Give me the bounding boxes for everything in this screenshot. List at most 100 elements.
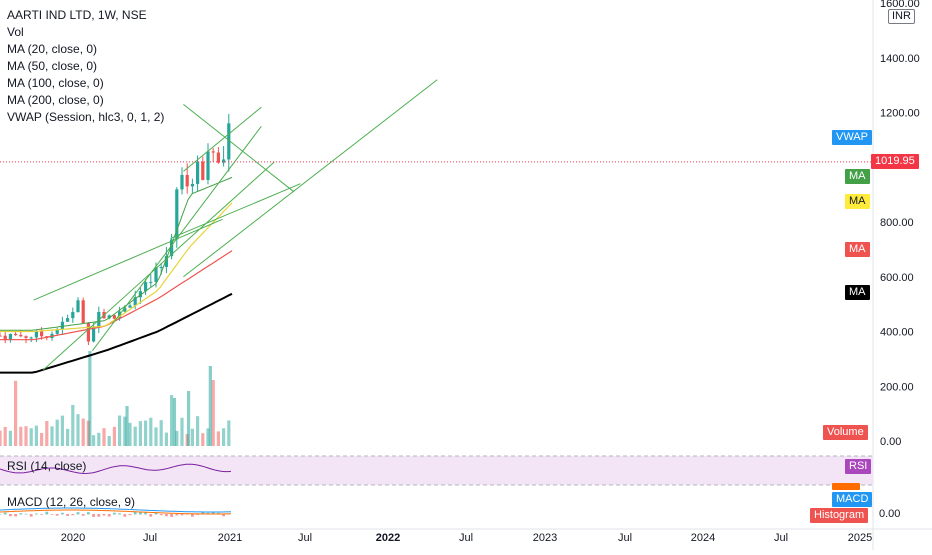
macd-histogram-bar (40, 514, 43, 515)
volume-bar (14, 380, 18, 446)
signal-value-tag (832, 483, 860, 490)
macd-histogram-bar (45, 511, 49, 515)
rsi-pane-label[interactable]: RSI (14, close) (7, 459, 87, 473)
candle-body (0, 335, 2, 337)
legend-ma100[interactable]: MA (100, close, 0) (7, 76, 104, 90)
macd-histogram-bar (113, 512, 116, 515)
candle-body (164, 256, 168, 267)
volume-bar (3, 426, 7, 446)
legend-ma50[interactable]: MA (50, close, 0) (7, 59, 98, 73)
volume-bar (170, 395, 174, 446)
volume-tag: Volume (823, 425, 868, 440)
time-tick-label: Jul (143, 532, 157, 544)
volume-bar (172, 398, 177, 446)
macd-histogram-bar (165, 514, 168, 517)
volume-bar (154, 427, 158, 446)
macd-histogram-bar (61, 512, 64, 515)
macd-histogram-bar (144, 511, 147, 515)
trendline (42, 161, 275, 371)
macd-histogram-bar (92, 514, 95, 517)
macd-histogram-bar (102, 514, 106, 516)
volume-bar (34, 425, 38, 446)
time-tick-label: Jul (459, 532, 473, 544)
macd-histogram-bar (196, 514, 199, 515)
signal-line (0, 509, 232, 515)
candle-body (86, 322, 90, 342)
volume-bar (19, 426, 23, 446)
candle-body (66, 318, 70, 322)
price-tick-label: 800.00 (880, 217, 914, 229)
candle-body (123, 307, 127, 312)
volume-bar (133, 426, 137, 446)
volume-bar (71, 404, 75, 446)
ma100-tag: MA (845, 241, 870, 257)
volume-bar (97, 432, 101, 446)
candle-body (180, 174, 184, 190)
trendline (33, 218, 223, 301)
price-tick-label: 1200.00 (880, 108, 920, 120)
candle-body (112, 315, 116, 319)
macd-zero-label: 0.00 (879, 508, 901, 520)
candle-body (60, 321, 64, 330)
volume-bar (159, 420, 163, 446)
candle-body (185, 174, 189, 187)
time-tick-label: 2021 (218, 532, 242, 544)
macd-tag: MACD (832, 492, 873, 507)
legend-vwap[interactable]: VWAP (Session, hlc3, 0, 1, 2) (7, 110, 165, 124)
candle-body (76, 300, 80, 313)
volume-bar (186, 391, 191, 446)
candle-body (196, 161, 200, 184)
volume-bar (118, 415, 122, 446)
candle-body (8, 333, 12, 341)
rsi-tag: RSI (845, 459, 872, 474)
currency-badge[interactable]: INR (888, 9, 915, 24)
candle-body (190, 183, 194, 187)
trendline (183, 103, 295, 193)
macd-histogram-bar (170, 514, 173, 517)
volume-bar (123, 416, 127, 446)
volume-bar (55, 419, 59, 446)
histogram-tag: Histogram (810, 508, 869, 523)
time-tick-label: 2023 (533, 532, 557, 544)
candle-body (19, 334, 23, 337)
macd-line (0, 507, 232, 513)
time-tick-label: Jul (774, 532, 788, 544)
trendline (183, 79, 438, 278)
price-tick-label: 600.00 (880, 272, 914, 284)
price-tick-label: 400.00 (880, 327, 914, 339)
volume-bar (227, 420, 231, 446)
vwap-tag: VWAP (832, 129, 872, 145)
legend-vol[interactable]: Vol (7, 25, 24, 39)
symbol-title[interactable]: AARTI IND LTD, 1W, NSE (7, 8, 147, 22)
legend-ma20[interactable]: MA (20, close, 0) (7, 42, 98, 56)
macd-histogram-bar (123, 514, 127, 517)
legend-ma200[interactable]: MA (200, close, 0) (7, 93, 104, 107)
macd-histogram-bar (107, 514, 111, 517)
candle-body (14, 333, 18, 335)
candle-body (138, 291, 142, 298)
candle-body (107, 315, 111, 319)
volume-bar (206, 428, 210, 446)
macd-histogram-bar (76, 512, 80, 515)
volume-bar (222, 428, 226, 446)
volume-bar (125, 406, 129, 446)
volume-bar (216, 431, 220, 446)
ma200-tag: MA (845, 285, 870, 301)
macd-histogram-bar (133, 512, 137, 515)
macd-histogram-bar (201, 512, 205, 515)
macd-histogram-bar (87, 512, 90, 515)
macd-histogram-bar (118, 513, 121, 515)
candle-body (216, 152, 220, 163)
macd-histogram-bar (71, 514, 75, 516)
candle-body (29, 337, 33, 339)
volume-bar (45, 421, 49, 446)
time-tick-label: 2020 (61, 532, 85, 544)
candle-body (144, 282, 148, 292)
trendline (170, 183, 301, 239)
candle-body (3, 335, 7, 341)
macd-histogram-bar (24, 513, 28, 515)
macd-pane-label[interactable]: MACD (12, 26, close, 9) (7, 495, 136, 509)
volume-bar (107, 435, 111, 446)
